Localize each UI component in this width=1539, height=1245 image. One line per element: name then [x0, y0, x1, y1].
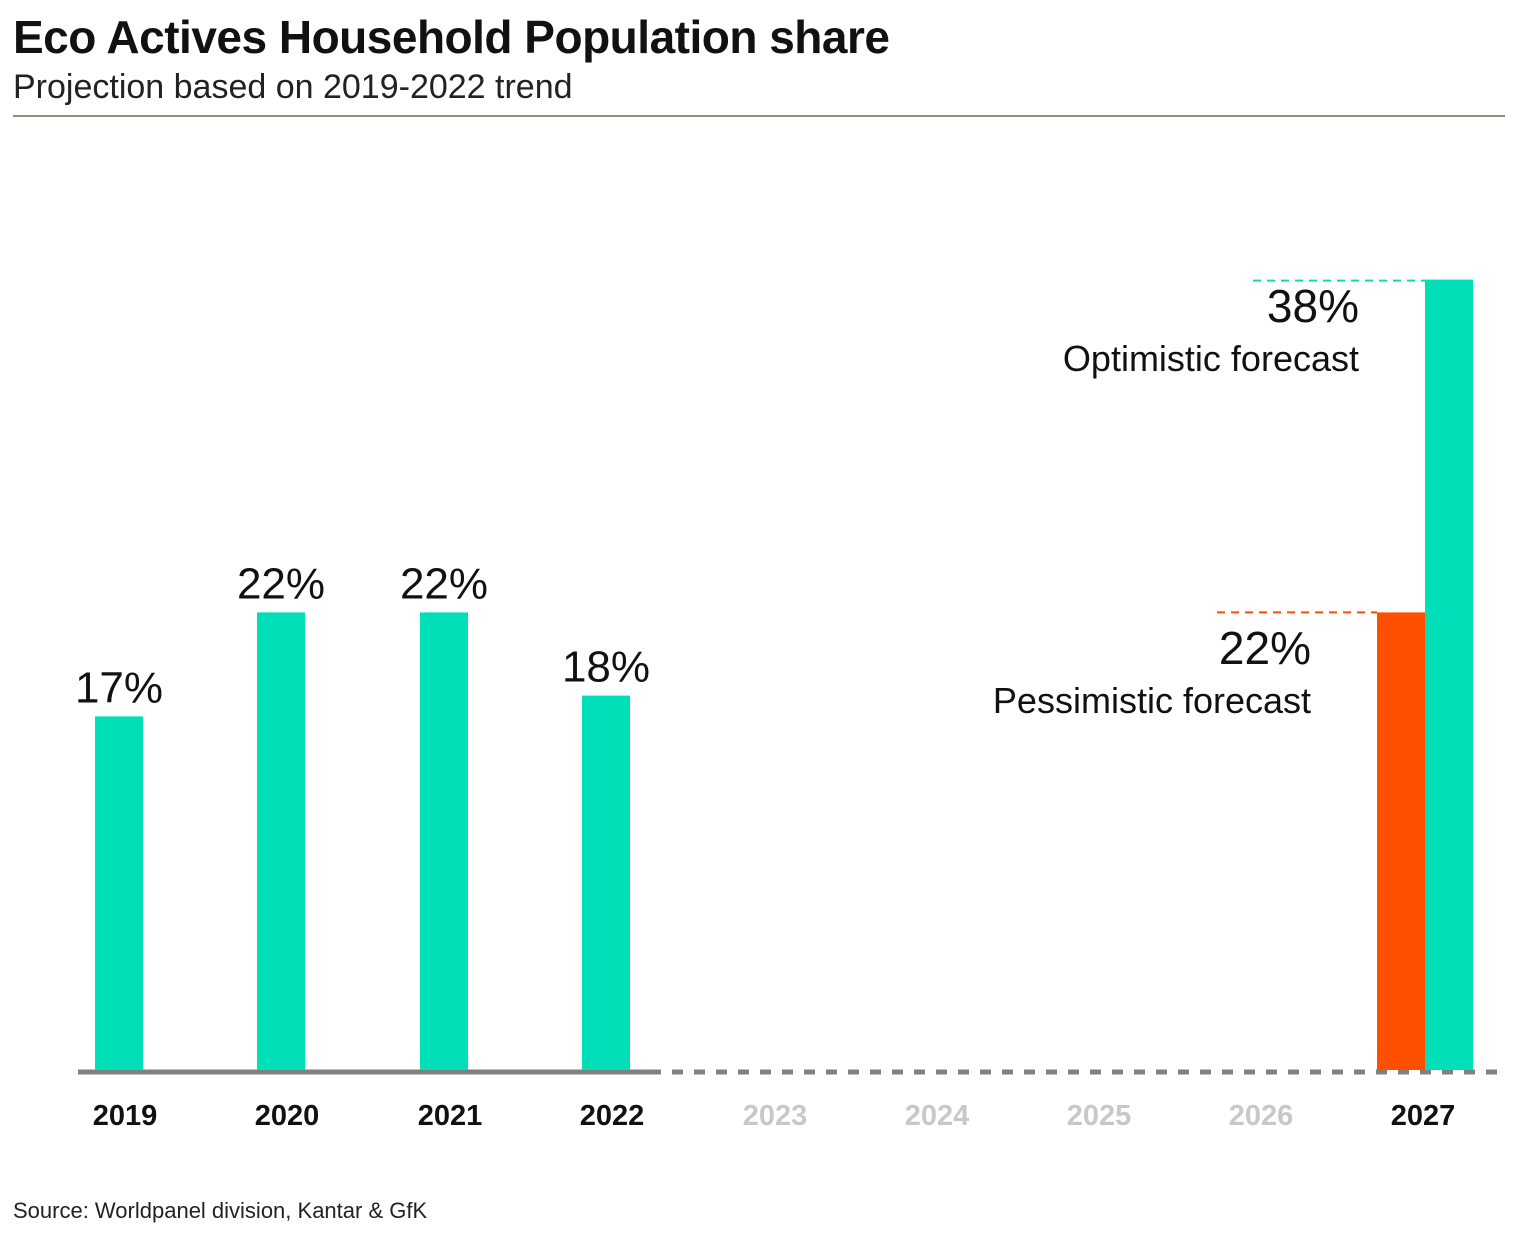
x-tick-label-2020: 2020	[255, 1100, 320, 1132]
x-tick-label-2024: 2024	[905, 1100, 970, 1132]
data-label-2020: 22%	[237, 559, 325, 608]
bars	[95, 279, 1473, 1071]
x-tick-label-2021: 2021	[418, 1100, 483, 1132]
bar-2019	[95, 716, 143, 1070]
x-tick-label-2025: 2025	[1067, 1100, 1132, 1132]
chart-title: Eco Actives Household Population share	[13, 11, 890, 63]
chart-subtitle: Projection based on 2019-2022 trend	[13, 68, 573, 106]
x-tick-label-2022: 2022	[580, 1100, 645, 1132]
data-label-2022: 18%	[562, 643, 650, 692]
x-tick-label-2027: 2027	[1391, 1100, 1456, 1132]
x-tick-label-2023: 2023	[743, 1100, 808, 1132]
bar-2021	[420, 612, 468, 1070]
labels: 2019 2020 2021 2022 2023 2024 2025 2026 2027 17% 2…	[75, 279, 1456, 1132]
x-tick-label-2026: 2026	[1229, 1100, 1294, 1132]
bar-2022	[582, 695, 630, 1070]
optimistic-series-label: Optimistic forecast	[1063, 338, 1359, 379]
title-divider	[13, 115, 1505, 117]
bar-2027-pessimistic	[1377, 612, 1425, 1070]
source-note: Source: Worldpanel division, Kantar & Gf…	[13, 1198, 428, 1223]
x-tick-label-2019: 2019	[93, 1100, 158, 1132]
bar-2020	[257, 612, 305, 1070]
bar-2027-optimistic	[1425, 279, 1473, 1071]
data-label-2021: 22%	[400, 559, 488, 608]
pessimistic-value-label: 22%	[1219, 622, 1311, 674]
pessimistic-series-label: Pessimistic forecast	[993, 680, 1311, 721]
data-label-2019: 17%	[75, 663, 163, 712]
optimistic-value-label: 38%	[1267, 280, 1359, 332]
